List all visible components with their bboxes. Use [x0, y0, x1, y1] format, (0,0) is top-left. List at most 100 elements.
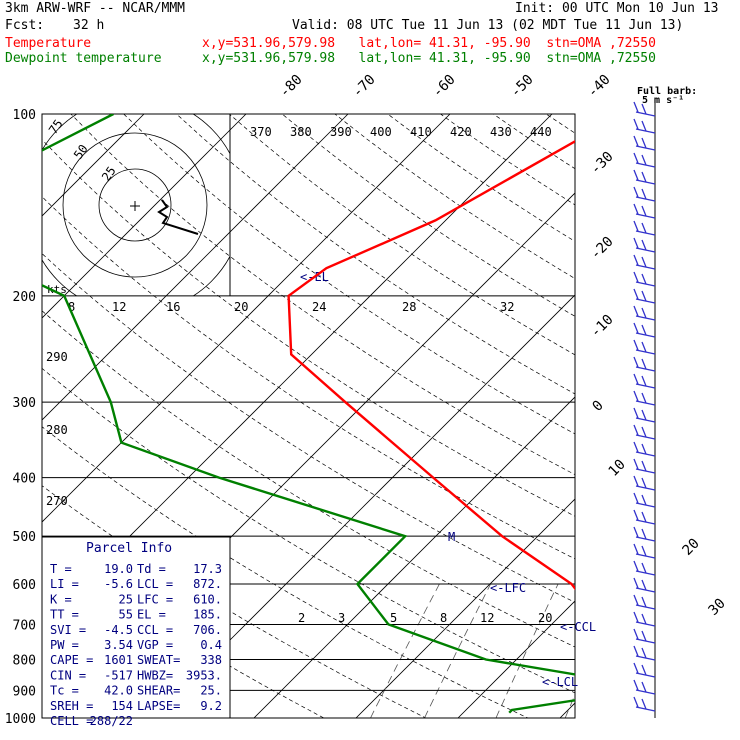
wind-barb — [633, 356, 656, 372]
mixing-ratio-label: 12 — [480, 611, 494, 625]
parcel-info-cell: 288/22 — [90, 714, 133, 728]
parcel-info-cell: 3.54 — [104, 638, 133, 652]
parcel-info-cell: 338 — [200, 653, 222, 667]
theta-label: 380 — [290, 125, 312, 139]
parcel-info-cell: 42.0 — [104, 684, 133, 698]
barb-legend-title: Full barb: — [637, 86, 697, 97]
wind-barb — [633, 441, 656, 457]
wind-barb — [633, 407, 656, 423]
forecast-hour: 32 h — [73, 18, 105, 33]
parcel-info-cell: HWBZ= — [137, 668, 173, 682]
parcel-info-cell: LCL = — [137, 577, 173, 591]
level-annotation: <-CCL — [560, 620, 596, 634]
wind-barb — [633, 679, 656, 695]
hodograph-speed-label: 16 — [166, 300, 180, 314]
wind-barb — [633, 186, 656, 202]
dry-adiabat-line — [711, 86, 740, 730]
theta-label: 430 — [490, 125, 512, 139]
valid-time: Valid: 08 UTC Tue 11 Jun 13 (02 MDT Tue … — [292, 18, 684, 33]
wind-barb — [633, 577, 656, 593]
wind-barb — [633, 118, 656, 134]
wind-barb — [633, 696, 656, 712]
parcel-info-cell: -4.5 — [104, 623, 133, 637]
hodograph-trace — [157, 199, 199, 235]
parcel-info-cell: SWEAT= — [137, 653, 180, 667]
hodograph-ring-label: 75 — [46, 117, 66, 137]
parcel-info-cell: LAPSE= — [137, 699, 180, 713]
dry-adiabat-line — [42, 139, 575, 517]
wind-barb — [633, 526, 656, 542]
parcel-info-cell: LI = — [50, 577, 79, 591]
wind-barb — [633, 628, 656, 644]
parcel-info-cell: EL = — [137, 608, 166, 622]
dry-adiabat-line — [42, 310, 575, 648]
parcel-info-cell: 1601 — [104, 653, 133, 667]
pressure-tick-label: 100 — [13, 108, 36, 123]
theta-label: 370 — [250, 125, 272, 139]
hodograph-kts-label: kts — [47, 283, 67, 296]
wind-barb — [633, 390, 656, 406]
hodograph-speed-label: 8 — [68, 300, 75, 314]
dry-adiabat-line — [334, 114, 575, 279]
wind-barb — [633, 305, 656, 321]
isotherm-label: -20 — [588, 234, 617, 263]
theta-label: 400 — [370, 125, 392, 139]
isotherm-label: 30 — [706, 596, 729, 619]
pressure-tick-label: 1000 — [5, 712, 36, 727]
wind-barb — [633, 662, 656, 678]
dry-adiabat-line — [387, 114, 575, 242]
hodograph-center-mark — [130, 201, 140, 211]
wind-barb — [633, 271, 656, 287]
height-label: 290 — [46, 350, 68, 364]
dewpoint-profile-line — [42, 114, 575, 714]
dry-adiabat-line — [439, 114, 575, 206]
parcel-info-cell: 610. — [193, 592, 222, 606]
parcel-info-cell: T = — [50, 562, 72, 576]
dry-adiabat-line — [609, 86, 740, 730]
model-name: 3km ARW-WRF -- NCAR/MMM — [5, 1, 186, 16]
hodograph-speed-label: 20 — [234, 300, 248, 314]
isotherm-label: -50 — [508, 72, 537, 101]
isotherm-line — [151, 294, 575, 718]
parcel-info-cell: PW = — [50, 638, 79, 652]
wind-barb — [633, 288, 656, 304]
mixing-ratio-label: 20 — [538, 611, 552, 625]
wind-barb — [633, 322, 656, 338]
parcel-info-cell: 55 — [119, 608, 133, 622]
parcel-info-cell: 185. — [193, 608, 222, 622]
parcel-info-cell: Td = — [137, 562, 166, 576]
parcel-info-cell: 25. — [200, 684, 222, 698]
parcel-info-cell: SHEAR= — [137, 684, 180, 698]
dry-adiabat-line — [42, 367, 575, 694]
mixing-ratio-label: 2 — [298, 611, 305, 625]
temperature-legend-label: Temperature — [5, 36, 92, 51]
wind-barb — [633, 339, 656, 355]
mixing-ratio-label: 3 — [338, 611, 345, 625]
dry-adiabat-line — [228, 114, 575, 356]
wind-barb — [633, 560, 656, 576]
wind-barb — [633, 169, 656, 185]
mixing-ratio-label: 8 — [440, 611, 447, 625]
wind-barb — [633, 203, 656, 219]
plot-frame — [41, 113, 576, 719]
dry-adiabat-line — [123, 114, 575, 435]
isotherm-label: -70 — [350, 72, 379, 101]
dry-adiabat-line — [660, 86, 740, 730]
hodograph-speed-label: 12 — [112, 300, 126, 314]
wind-barb — [633, 543, 656, 559]
pressure-tick-label: 400 — [13, 472, 36, 487]
mixing-ratio-line — [424, 583, 491, 718]
isotherm-line — [457, 600, 575, 718]
pressure-tick-label: 800 — [13, 653, 36, 668]
hodograph-ring-label: 25 — [99, 164, 119, 184]
isotherm-line — [253, 396, 575, 718]
parcel-info-cell: 0.4 — [200, 638, 222, 652]
pressure-tick-label: 600 — [13, 578, 36, 593]
isotherm-label: 0 — [590, 398, 607, 415]
hodograph-speed-label: 28 — [402, 300, 416, 314]
parcel-info-title: Parcel Info — [86, 541, 172, 556]
hodograph-ring — [62, 132, 208, 278]
parcel-info-cell: 17.3 — [193, 562, 222, 576]
dry-adiabat-line — [42, 426, 529, 718]
